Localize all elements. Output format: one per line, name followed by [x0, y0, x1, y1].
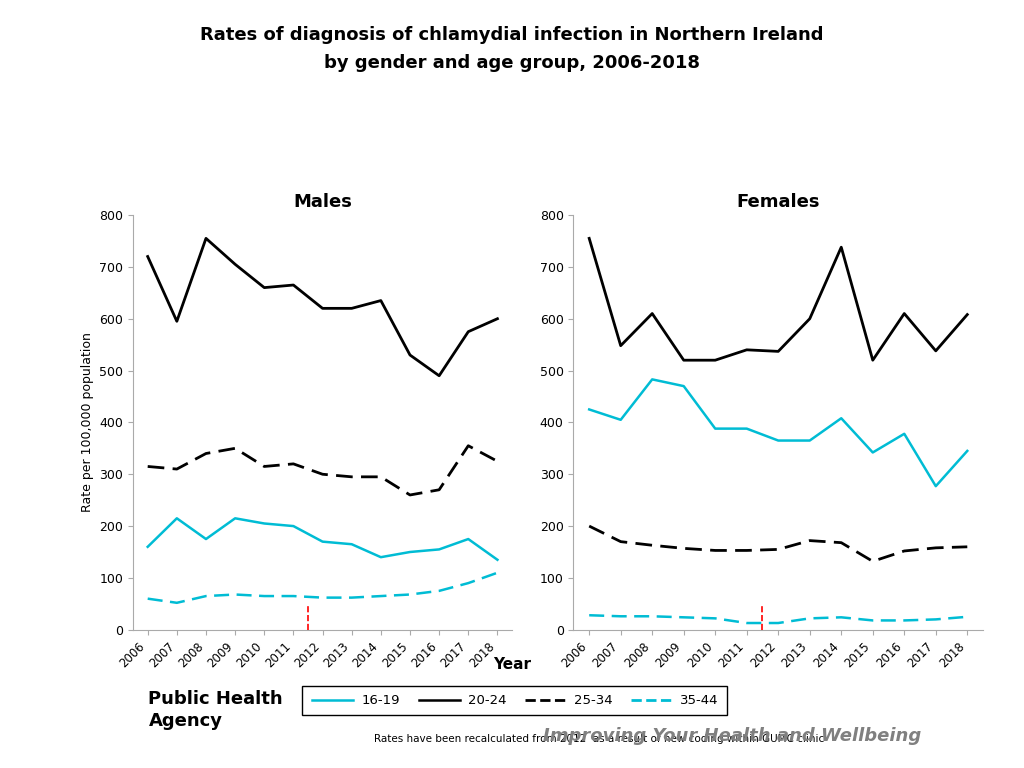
- Text: 35-44: 35-44: [680, 694, 719, 707]
- Text: /: /: [87, 737, 93, 756]
- Title: Males: Males: [293, 193, 352, 210]
- Text: Year: Year: [493, 657, 531, 672]
- Text: 20-24: 20-24: [468, 694, 506, 707]
- Text: 16-19: 16-19: [361, 694, 400, 707]
- Title: Females: Females: [736, 193, 820, 210]
- Text: Rates have been recalculated from 2012  as a result of new coding within GUMC cl: Rates have been recalculated from 2012 a…: [374, 733, 824, 744]
- Text: 25-34: 25-34: [573, 694, 612, 707]
- Text: by gender and age group, 2006-2018: by gender and age group, 2006-2018: [324, 54, 700, 72]
- Text: Rates of diagnosis of chlamydial infection in Northern Ireland: Rates of diagnosis of chlamydial infecti…: [201, 25, 823, 44]
- Text: HSC: HSC: [50, 701, 97, 721]
- Y-axis label: Rate per 100,000 population: Rate per 100,000 population: [81, 333, 94, 512]
- Text: Public Health
Agency: Public Health Agency: [148, 690, 283, 730]
- Text: Improving Your Health and Wellbeing: Improving Your Health and Wellbeing: [543, 727, 921, 745]
